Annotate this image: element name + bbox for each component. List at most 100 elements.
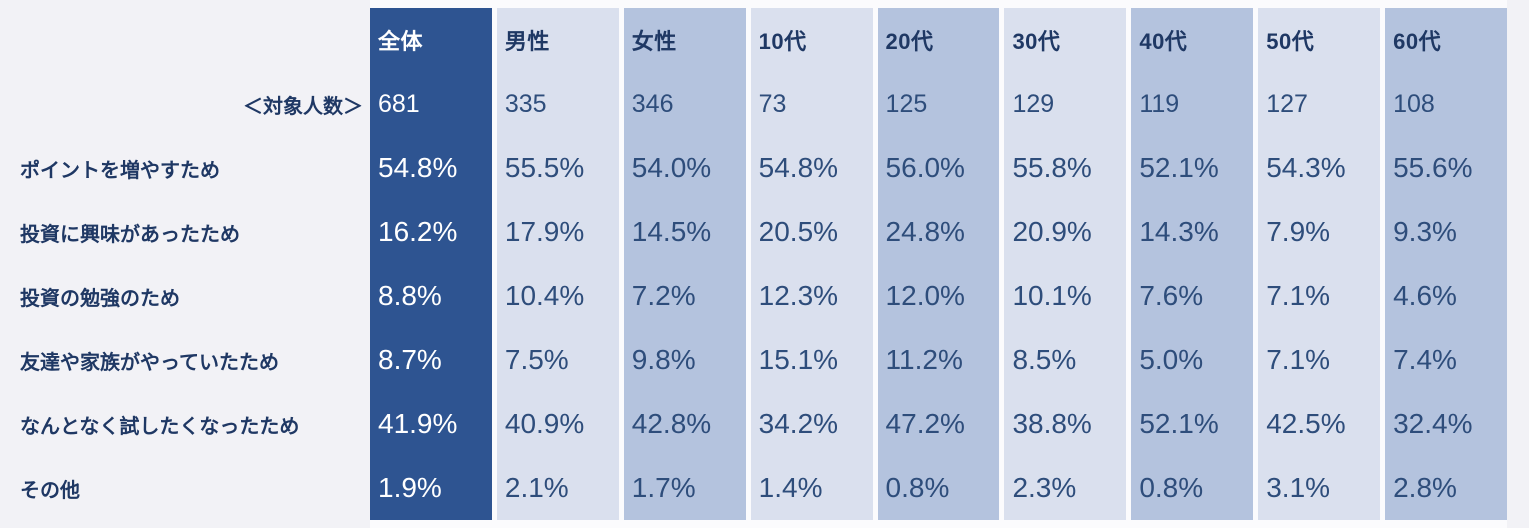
value-cell-5-1-text: 2.1%	[504, 472, 569, 503]
value-cell-2-4-text: 12.0%	[885, 280, 965, 311]
value-cell-2-5-text: 10.1%	[1012, 280, 1092, 311]
sample-size-label: ＜対象人数＞	[0, 72, 365, 136]
column-header-6-text: 40代	[1139, 29, 1188, 54]
value-cell-1-0-text: 16.2%	[378, 216, 458, 247]
value-cell-1-2-text: 14.5%	[631, 216, 712, 247]
value-cell-0-3-text: 54.8%	[758, 152, 839, 183]
value-cell-3-4: 11.2%	[877, 328, 1000, 392]
column-header-6: 40代	[1131, 8, 1254, 72]
value-cell-3-5-text: 8.5%	[1012, 344, 1077, 375]
row-label-5-text: その他	[20, 479, 80, 502]
row-label-2: 投資の勉強のため	[0, 264, 365, 328]
value-cell-4-5: 38.8%	[1004, 392, 1127, 456]
value-cell-0-7-text: 54.3%	[1266, 152, 1346, 183]
value-cell-0-4: 56.0%	[877, 136, 1000, 200]
value-cell-0-0: 54.8%	[370, 136, 492, 200]
value-cell-3-2-text: 9.8%	[631, 344, 696, 375]
sample-size-cell-2: 346	[623, 72, 746, 136]
sample-size-label-text: ＜対象人数＞	[243, 95, 363, 118]
row-label-4-text: なんとなく試したくなったため	[20, 415, 300, 438]
value-cell-3-0-text: 8.7%	[378, 344, 442, 375]
value-cell-4-2-text: 42.8%	[631, 408, 712, 439]
value-cell-5-0: 1.9%	[370, 456, 492, 520]
column-header-1: 男性	[496, 8, 619, 72]
value-cell-4-0-text: 41.9%	[378, 408, 458, 439]
value-cell-1-0: 16.2%	[370, 200, 492, 264]
value-cell-4-7: 42.5%	[1258, 392, 1381, 456]
value-cell-3-2: 9.8%	[623, 328, 746, 392]
value-cell-0-2: 54.0%	[623, 136, 746, 200]
value-cell-1-3: 20.5%	[750, 200, 873, 264]
row-label-2-text: 投資の勉強のため	[20, 287, 180, 310]
value-cell-5-1: 2.1%	[496, 456, 619, 520]
sample-size-cell-1-text: 335	[504, 89, 547, 118]
value-cell-3-8-text: 7.4%	[1393, 344, 1457, 375]
row-label-1: 投資に興味があったため	[0, 200, 365, 264]
column-header-1-text: 男性	[504, 29, 550, 54]
value-cell-3-1-text: 7.5%	[504, 344, 569, 375]
sample-size-cell-5-text: 129	[1012, 89, 1055, 118]
sample-size-cell-3: 73	[750, 72, 873, 136]
sample-size-cell-4: 125	[877, 72, 1000, 136]
row-label-0: ポイントを増やすため	[0, 136, 365, 200]
value-cell-1-5: 20.9%	[1004, 200, 1127, 264]
sample-size-cell-3-text: 73	[758, 89, 787, 118]
column-header-7-text: 50代	[1266, 29, 1315, 54]
value-cell-4-2: 42.8%	[623, 392, 746, 456]
column-header-3: 10代	[750, 8, 873, 72]
value-cell-4-6-text: 52.1%	[1139, 408, 1219, 439]
column-header-5: 30代	[1004, 8, 1127, 72]
column-header-2: 女性	[623, 8, 746, 72]
sample-size-cell-8: 108	[1385, 72, 1507, 136]
value-cell-0-1-text: 55.5%	[504, 152, 585, 183]
value-cell-0-8-text: 55.6%	[1393, 152, 1473, 183]
value-cell-4-5-text: 38.8%	[1012, 408, 1092, 439]
value-cell-4-6: 52.1%	[1131, 392, 1254, 456]
value-cell-2-6: 7.6%	[1131, 264, 1254, 328]
column-header-0-text: 全体	[378, 29, 424, 54]
value-cell-3-0: 8.7%	[370, 328, 492, 392]
value-cell-4-4-text: 47.2%	[885, 408, 965, 439]
sample-size-cell-6: 119	[1131, 72, 1254, 136]
value-cell-4-4: 47.2%	[877, 392, 1000, 456]
column-header-3-text: 10代	[758, 29, 807, 54]
value-cell-3-1: 7.5%	[496, 328, 619, 392]
value-cell-3-5: 8.5%	[1004, 328, 1127, 392]
column-header-4-text: 20代	[885, 29, 934, 54]
value-cell-1-7-text: 7.9%	[1266, 216, 1331, 247]
value-cell-2-1: 10.4%	[496, 264, 619, 328]
value-cell-0-5-text: 55.8%	[1012, 152, 1092, 183]
value-cell-2-3: 12.3%	[750, 264, 873, 328]
value-cell-1-2: 14.5%	[623, 200, 746, 264]
row-label-5: その他	[0, 456, 365, 520]
value-cell-0-8: 55.6%	[1385, 136, 1507, 200]
value-cell-0-1: 55.5%	[496, 136, 619, 200]
column-header-8-text: 60代	[1393, 29, 1442, 54]
value-cell-2-8-text: 4.6%	[1393, 280, 1457, 311]
sample-size-cell-8-text: 108	[1393, 89, 1435, 118]
value-cell-2-0-text: 8.8%	[378, 280, 442, 311]
value-cell-0-7: 54.3%	[1258, 136, 1381, 200]
value-cell-0-4-text: 56.0%	[885, 152, 965, 183]
value-cell-4-1: 40.9%	[496, 392, 619, 456]
value-cell-0-3: 54.8%	[750, 136, 873, 200]
value-cell-4-3-text: 34.2%	[758, 408, 839, 439]
column-header-2-text: 女性	[631, 29, 677, 54]
value-cell-1-3-text: 20.5%	[758, 216, 839, 247]
value-cell-5-8-text: 2.8%	[1393, 472, 1457, 503]
value-cell-4-8: 32.4%	[1385, 392, 1507, 456]
sample-size-cell-1: 335	[496, 72, 619, 136]
value-cell-5-2-text: 1.7%	[631, 472, 696, 503]
value-cell-3-6-text: 5.0%	[1139, 344, 1204, 375]
column-header-8: 60代	[1385, 8, 1507, 72]
value-cell-0-5: 55.8%	[1004, 136, 1127, 200]
value-cell-1-7: 7.9%	[1258, 200, 1381, 264]
value-cell-5-7: 3.1%	[1258, 456, 1381, 520]
value-cell-4-8-text: 32.4%	[1393, 408, 1473, 439]
column-header-5-text: 30代	[1012, 29, 1061, 54]
value-cell-0-0-text: 54.8%	[378, 152, 458, 183]
sample-size-cell-4-text: 125	[885, 89, 928, 118]
value-cell-2-7-text: 7.1%	[1266, 280, 1331, 311]
value-cell-1-5-text: 20.9%	[1012, 216, 1092, 247]
